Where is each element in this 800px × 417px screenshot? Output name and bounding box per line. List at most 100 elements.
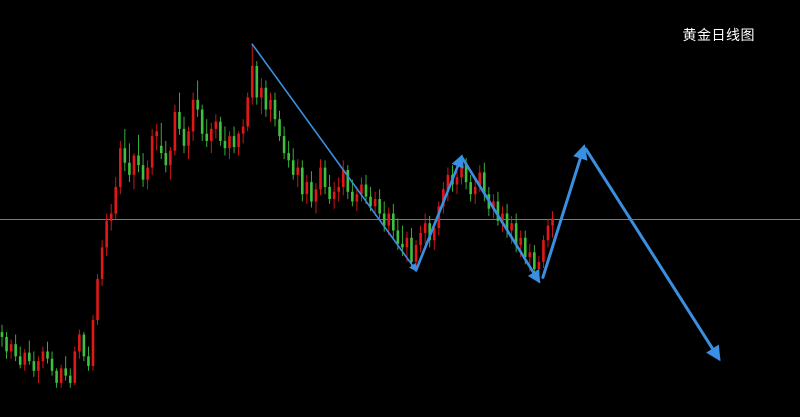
candle xyxy=(64,356,67,381)
candle xyxy=(250,44,254,105)
candle-body xyxy=(5,336,8,352)
candle-body xyxy=(364,184,368,197)
candle xyxy=(278,110,281,141)
candle-body xyxy=(537,261,541,270)
candle-body xyxy=(523,237,527,258)
candle-body xyxy=(114,186,118,214)
candle-body xyxy=(100,247,104,279)
candle-body xyxy=(301,167,304,195)
candle-body xyxy=(119,148,122,187)
candle-body xyxy=(396,230,400,244)
candle-body xyxy=(137,155,140,166)
candle xyxy=(146,160,149,190)
candle-body xyxy=(14,344,17,357)
price-label: 1884 xyxy=(526,0,553,3)
candle xyxy=(314,183,318,214)
candle-body xyxy=(455,177,459,185)
candle-body xyxy=(246,97,249,127)
candle-body xyxy=(159,145,163,154)
candle-body xyxy=(305,182,309,195)
candle-body xyxy=(128,162,131,175)
candle xyxy=(546,219,550,248)
candle xyxy=(155,124,158,151)
candle xyxy=(241,119,245,144)
candle-body xyxy=(483,172,486,195)
candle xyxy=(78,329,81,359)
candle xyxy=(228,131,231,160)
candle xyxy=(442,182,445,214)
candle-body xyxy=(432,228,436,241)
candle xyxy=(341,160,345,196)
candle-body xyxy=(496,201,500,221)
candle-body xyxy=(187,131,190,146)
candle-body xyxy=(319,167,322,190)
candle xyxy=(232,126,236,154)
candle xyxy=(28,340,31,365)
candle-body xyxy=(237,133,240,148)
candle-body xyxy=(18,356,22,365)
candle xyxy=(373,191,377,216)
candle-body xyxy=(146,167,149,180)
candle xyxy=(364,174,368,204)
price-label: 2080 xyxy=(239,0,266,3)
candle xyxy=(296,159,300,187)
candle-body xyxy=(37,361,40,371)
candle xyxy=(501,206,504,232)
candle-body xyxy=(178,111,181,129)
candle xyxy=(159,122,163,160)
candle-body xyxy=(196,99,199,110)
candle-body xyxy=(109,213,113,221)
candle xyxy=(46,341,49,364)
candle xyxy=(351,179,354,207)
candle-body xyxy=(392,213,395,231)
candle-body xyxy=(223,140,227,149)
candle xyxy=(137,134,140,173)
candle xyxy=(237,131,240,156)
candle-body xyxy=(314,189,318,202)
candle-body xyxy=(64,368,67,376)
candle xyxy=(378,189,381,219)
candle xyxy=(173,104,177,156)
candle-body xyxy=(264,87,268,110)
candle-body xyxy=(401,243,404,248)
candle xyxy=(301,160,304,202)
candle-body xyxy=(542,240,545,262)
candle-body xyxy=(355,194,359,202)
candle xyxy=(260,78,263,115)
candle-body xyxy=(91,320,95,366)
candle xyxy=(59,364,63,388)
candle-body xyxy=(414,245,418,262)
candle xyxy=(100,240,104,287)
candle xyxy=(105,213,108,256)
candle xyxy=(23,349,27,371)
candle xyxy=(150,128,154,175)
candle-body xyxy=(478,172,482,187)
candle xyxy=(410,228,413,268)
candle-body xyxy=(41,351,45,362)
candle xyxy=(551,211,554,238)
candle xyxy=(337,177,340,202)
candle xyxy=(332,182,336,209)
candle-body xyxy=(437,206,441,229)
candle-body xyxy=(255,65,259,98)
trend-arrows xyxy=(251,43,721,362)
candle-body xyxy=(96,278,99,320)
candle-body xyxy=(141,165,145,180)
candle-body xyxy=(9,344,13,352)
candle-body xyxy=(291,160,295,175)
candle xyxy=(473,179,477,204)
candle-body xyxy=(296,167,300,175)
candle xyxy=(96,274,99,325)
trend-arrow xyxy=(460,155,541,284)
candle xyxy=(219,116,222,146)
candle xyxy=(223,126,227,156)
candle xyxy=(50,351,54,376)
candle-body xyxy=(32,361,36,371)
candle-body xyxy=(241,126,245,134)
candle-body xyxy=(78,334,81,352)
candle xyxy=(32,351,36,377)
candle-body xyxy=(446,174,450,190)
candle xyxy=(164,140,168,173)
candle-body xyxy=(460,162,463,178)
